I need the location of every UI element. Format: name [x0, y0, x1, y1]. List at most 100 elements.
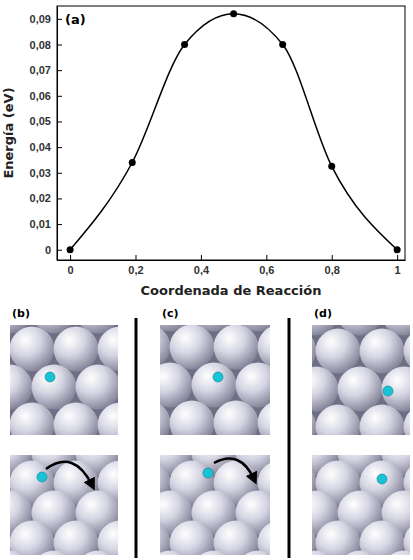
adatom: [377, 474, 387, 484]
y-tick: 0,09: [30, 13, 62, 25]
surface-atom: [214, 401, 259, 435]
surface-atom: [236, 363, 270, 408]
panel-label: (d): [314, 307, 332, 320]
surface-atom: [338, 367, 383, 412]
y-axis-title: Energía (eV): [1, 87, 16, 178]
energy-point: [181, 41, 188, 48]
y-tick-label: 0,05: [30, 115, 51, 127]
x-tick: 0,6: [259, 255, 274, 276]
panel-separator: [135, 318, 138, 558]
y-tick: 0: [45, 244, 62, 256]
y-tick-label: 0,01: [30, 218, 51, 230]
y-tick-label: 0,06: [30, 90, 51, 102]
surface-atom: [10, 403, 54, 435]
surface-atom: [10, 551, 32, 555]
surface-atom: [54, 521, 99, 555]
y-tick: 0,07: [30, 64, 62, 76]
surface-atom: [258, 401, 270, 435]
surface-atom: [32, 365, 77, 410]
x-tick-label: 1: [395, 264, 401, 276]
y-tick-label: 0,03: [30, 167, 51, 179]
diffusion-arrow: [214, 459, 254, 479]
surface-atom: [160, 521, 170, 555]
x-tick-mark: [266, 255, 267, 260]
x-tick: 0: [68, 255, 74, 276]
x-tick: 0,2: [128, 255, 143, 276]
y-tick-mark: [57, 44, 62, 45]
y-tick: 0,03: [30, 167, 62, 179]
x-tick: 0,4: [194, 255, 210, 276]
x-tick-label: 0,8: [325, 264, 340, 276]
panel-label: (a): [65, 12, 86, 27]
panel-separator: [288, 318, 291, 558]
plot-area: [67, 10, 401, 253]
y-tick-mark: [57, 147, 62, 148]
surface-atom: [10, 521, 54, 555]
surface-atom: [54, 327, 99, 372]
surface-atom: [76, 551, 118, 555]
surface-atom: [404, 405, 410, 435]
y-tick-label: 0,08: [30, 39, 51, 51]
energy-point: [394, 246, 401, 253]
y-tick: 0,01: [30, 218, 62, 230]
energy-line: [70, 14, 397, 250]
surface-atom: [404, 521, 410, 555]
surface-atom: [316, 329, 361, 374]
plot-frame: [57, 6, 405, 260]
x-tick-label: 0: [68, 264, 74, 276]
y-tick-label: 0,09: [30, 13, 51, 25]
y-tick-mark: [57, 70, 62, 71]
surface-atom: [312, 551, 338, 555]
panel-label: (c): [162, 307, 179, 320]
adatom: [203, 468, 213, 478]
y-tick-label: 0,07: [30, 64, 51, 76]
adatom: [37, 472, 47, 482]
x-axis-title: Coordenada de Reacción: [141, 283, 322, 298]
surface-image: [160, 325, 270, 435]
energy-point: [129, 159, 136, 166]
surface-atom: [312, 367, 338, 412]
y-tick-mark: [57, 173, 62, 174]
x-tick-label: 0,4: [194, 264, 210, 276]
x-tick-mark: [70, 255, 71, 260]
y-tick: 0,02: [30, 192, 62, 204]
x-axis-line: [58, 260, 406, 261]
x-tick: 0,8: [325, 255, 340, 276]
y-tick-mark: [57, 19, 62, 20]
surface-image: [10, 325, 118, 435]
figure: 0 0,2 0,4 0,6 0,8 1 0 0,01 0,02 0,03 0,04 0,05 0,06 0…: [0, 0, 413, 560]
surface-image: [10, 455, 118, 555]
surface-atom: [312, 405, 316, 435]
adatom: [45, 372, 55, 382]
x-tick-mark: [135, 255, 136, 260]
surface-atom: [214, 325, 259, 369]
surface-atom: [54, 403, 99, 435]
surface-atom: [160, 401, 170, 435]
y-tick: 0,08: [30, 39, 62, 51]
surface-atom: [214, 521, 259, 555]
surface-atom: [160, 363, 192, 408]
surface-image: [160, 455, 270, 555]
y-tick-mark: [57, 250, 62, 251]
y-tick-mark: [57, 121, 62, 122]
surface-atom: [76, 365, 118, 410]
y-tick-label: 0,04: [30, 141, 52, 153]
x-tick-mark: [332, 255, 333, 260]
surface-atom: [360, 521, 405, 555]
surface-atom: [382, 551, 410, 555]
x-tick: 1: [395, 255, 401, 276]
energy-point: [67, 246, 74, 253]
surface-atom: [258, 521, 270, 555]
energy-point: [279, 41, 286, 48]
surface-atom: [98, 521, 118, 555]
x-tick-mark: [201, 255, 202, 260]
surface-atom: [160, 551, 192, 555]
surface-atom: [236, 551, 270, 555]
surface-atom: [316, 405, 361, 435]
surface-atom: [10, 327, 54, 372]
surface-atom: [98, 327, 118, 372]
surface-image: [312, 325, 410, 435]
x-axis: 0 0,2 0,4 0,6 0,8 1: [58, 255, 406, 276]
x-tick-mark: [397, 255, 398, 260]
y-tick-mark: [57, 198, 62, 199]
